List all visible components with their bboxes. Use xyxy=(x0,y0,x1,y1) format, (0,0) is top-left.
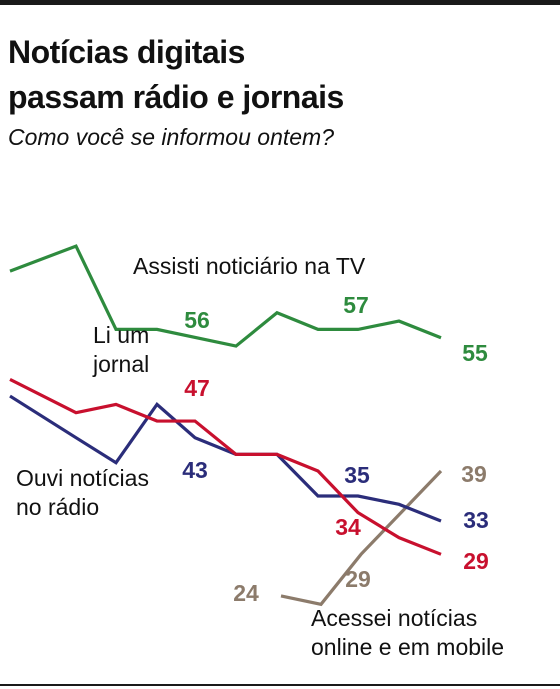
jornal-value-label: 29 xyxy=(463,548,489,574)
bottom-rule xyxy=(0,684,560,686)
tv-value-label: 56 xyxy=(184,307,210,333)
tv-value-label: 57 xyxy=(343,292,369,318)
tv-line-series xyxy=(9,244,442,348)
jornal-line-series xyxy=(9,377,442,556)
jornal-value-label: 47 xyxy=(184,375,210,401)
chart-subtitle: Como você se informou ontem? xyxy=(8,124,334,150)
jornal-value-label: 34 xyxy=(335,514,361,540)
radio-value-label: 35 xyxy=(344,462,370,488)
jornal-series-label: Li um jornal xyxy=(92,322,149,377)
chart-title-line-1: Notícias digitais xyxy=(8,34,245,70)
online-value-label: 29 xyxy=(345,566,371,592)
online-series-label: Acessei notícias online e em mobile xyxy=(311,605,504,660)
top-rule xyxy=(0,0,560,5)
online-value-label: 39 xyxy=(461,461,487,487)
radio-value-label: 33 xyxy=(463,507,489,533)
radio-value-label: 43 xyxy=(182,457,208,483)
chart-title: Notícias digitais passam rádio e jornais xyxy=(8,30,344,120)
radio-series-label: Ouvi notícias no rádio xyxy=(16,465,149,520)
online-line-series xyxy=(280,469,443,607)
tv-value-label: 55 xyxy=(462,340,488,366)
chart-title-line-2: passam rádio e jornais xyxy=(8,79,344,115)
online-value-label: 24 xyxy=(233,580,259,606)
tv-series-label: Assisti noticiário na TV xyxy=(133,253,366,279)
